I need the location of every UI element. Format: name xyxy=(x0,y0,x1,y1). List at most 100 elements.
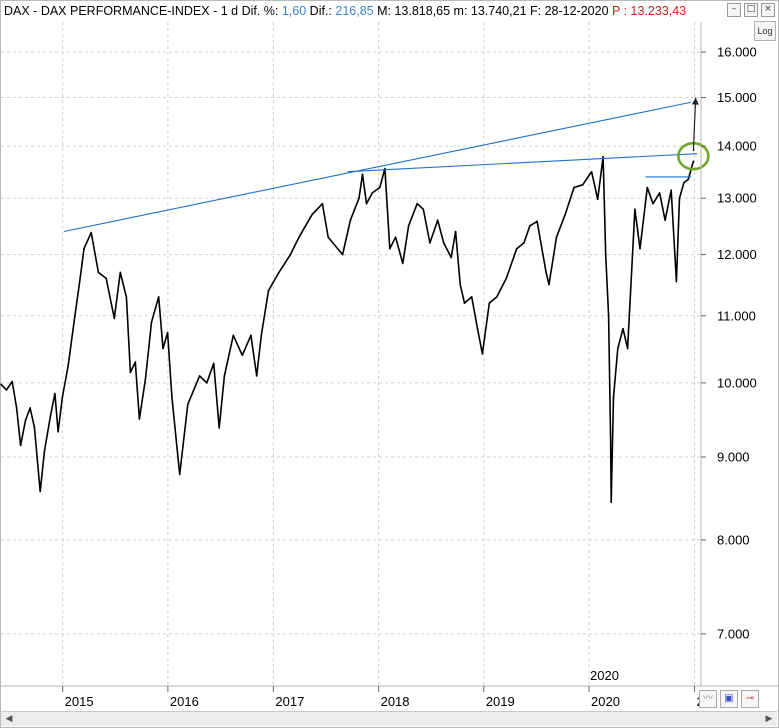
header-date-label: F: xyxy=(526,4,545,18)
price-point xyxy=(223,375,226,377)
price-point xyxy=(607,315,610,317)
price-point xyxy=(321,202,324,205)
triangle-right-icon[interactable]: ▶ xyxy=(765,714,773,724)
price-point xyxy=(97,271,100,274)
price-point xyxy=(416,202,419,205)
price-point xyxy=(105,277,107,280)
price-point xyxy=(43,450,46,452)
horizontal-scrollbar[interactable]: ◀ ▶ xyxy=(1,711,777,726)
price-point xyxy=(529,225,531,227)
y-tick-label: 10.000 xyxy=(717,375,757,390)
header-dif-label: Dif.: xyxy=(306,4,336,18)
price-point xyxy=(218,427,220,429)
header-dif-pct-value: 1,60 xyxy=(281,4,307,18)
y-tick-label: 11.000 xyxy=(717,308,756,323)
trendline xyxy=(347,153,698,173)
price-point xyxy=(523,242,525,244)
price-point xyxy=(267,289,270,292)
axes: 7.000 8.000 9.000 10.000 11.000 12.000 13.000 1… xyxy=(1,22,778,709)
price-point xyxy=(162,347,164,350)
y-tick-label: 13.000 xyxy=(717,191,757,206)
log-scale-toggle[interactable]: Log xyxy=(754,21,776,41)
price-point xyxy=(349,219,352,221)
price-point xyxy=(590,170,593,173)
trendlines xyxy=(63,101,698,233)
save-icon[interactable]: ▣ xyxy=(720,690,738,708)
price-point xyxy=(15,407,18,409)
x-tick-label: 2016 xyxy=(170,694,199,709)
price-point xyxy=(78,280,81,283)
price-point xyxy=(83,247,85,250)
price-point xyxy=(389,247,391,250)
price-point xyxy=(371,192,374,194)
price-point xyxy=(206,382,208,384)
price-point xyxy=(646,186,649,189)
price-point xyxy=(488,302,491,304)
price-point xyxy=(187,403,189,406)
price-point xyxy=(129,371,132,374)
price-point xyxy=(496,296,498,298)
price-point xyxy=(687,178,689,181)
wave-icon[interactable]: 〰 xyxy=(699,690,717,708)
x-tick-label: 2017 xyxy=(275,694,304,709)
price-point xyxy=(407,225,410,227)
header-max-label: M: xyxy=(373,4,395,18)
price-point xyxy=(459,283,462,286)
price-point xyxy=(379,186,381,189)
maximize-button[interactable]: □ xyxy=(744,3,758,17)
price-line xyxy=(0,155,695,504)
price-point xyxy=(54,392,56,395)
price-point xyxy=(555,236,558,238)
triangle-left-icon[interactable]: ◀ xyxy=(5,714,13,724)
close-button[interactable]: × xyxy=(761,3,775,17)
price-point xyxy=(57,430,59,433)
arrow-head xyxy=(691,97,699,105)
price-point xyxy=(90,231,92,234)
price-point xyxy=(166,331,169,334)
price-point xyxy=(476,327,479,330)
price-point xyxy=(49,414,52,417)
price-point xyxy=(125,296,128,298)
price-point xyxy=(138,418,141,420)
header-name: DAX PERFORMANCE-INDEX xyxy=(40,4,210,18)
price-point xyxy=(384,167,386,170)
price-point xyxy=(327,236,330,238)
price-point xyxy=(664,219,666,221)
price-point xyxy=(5,389,8,391)
price-point xyxy=(422,208,425,210)
price-point xyxy=(212,362,215,365)
header-interval: 1 d xyxy=(220,4,239,18)
header-dif-pct-label: Dif. %: xyxy=(238,4,282,18)
price-point xyxy=(505,277,508,280)
price-point xyxy=(150,321,153,324)
price-point xyxy=(278,271,280,274)
header-min-value: 13.740,21 xyxy=(470,4,527,18)
price-point xyxy=(481,353,484,355)
price-point xyxy=(394,236,397,238)
price-point xyxy=(24,419,27,422)
x-tick-label: 2018 xyxy=(381,694,410,709)
price-point xyxy=(33,426,36,429)
price-series xyxy=(0,155,695,504)
price-point xyxy=(11,380,13,383)
y-tick-label: 14.000 xyxy=(717,139,757,154)
minimize-button[interactable]: – xyxy=(727,3,741,17)
price-point xyxy=(260,334,263,337)
price-point xyxy=(39,490,41,493)
y-tick-label: 8.000 xyxy=(717,532,750,547)
price-point xyxy=(602,155,604,158)
price-point xyxy=(596,198,599,201)
header-sep1: - xyxy=(29,4,41,18)
header-symbol: DAX xyxy=(4,4,30,18)
price-point xyxy=(358,197,360,199)
window-controls: – □ × xyxy=(727,3,775,17)
y-tick-label: 12.000 xyxy=(717,247,757,262)
price-point xyxy=(581,184,584,186)
price-point xyxy=(61,396,64,398)
price-point xyxy=(670,189,672,191)
price-point xyxy=(683,181,685,184)
header-price-label: P : xyxy=(608,4,631,18)
price-point xyxy=(609,438,612,441)
pin-icon[interactable]: ⊸ xyxy=(741,690,759,708)
header-sep2: - xyxy=(209,4,221,18)
